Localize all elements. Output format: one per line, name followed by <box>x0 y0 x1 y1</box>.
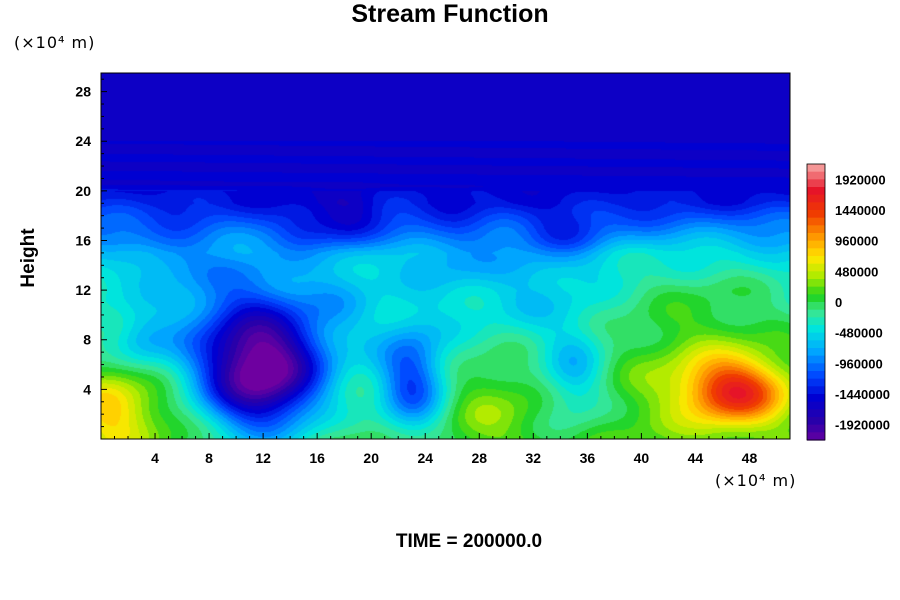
time-label: TIME = 200000.0 <box>395 531 543 552</box>
x-tick-label: 8 <box>205 450 213 466</box>
y-tick-label: 20 <box>75 183 91 199</box>
colorbar-tick-label: 960000 <box>835 234 878 249</box>
colorbar-band <box>807 279 825 288</box>
colorbar-band <box>807 409 825 418</box>
colorbar-band <box>807 332 825 341</box>
plot-frame <box>100 72 791 440</box>
colorbar-band <box>807 171 825 180</box>
x-tick-label: 12 <box>255 450 271 466</box>
colorbar-band <box>807 286 825 295</box>
colorbar-band <box>807 194 825 203</box>
colorbar-tick-label: 0 <box>835 295 842 310</box>
x-tick-label: 48 <box>742 450 758 466</box>
x-axis-unit: (×10⁴ m) <box>715 471 797 490</box>
colorbar-band <box>807 386 825 395</box>
y-tick-label: 16 <box>75 232 91 248</box>
colorbar-band <box>807 202 825 211</box>
colorbar-band <box>807 271 825 280</box>
colorbar-tick-label: -1920000 <box>835 418 890 433</box>
x-tick-label: 32 <box>526 450 542 466</box>
y-tick-label: 24 <box>75 133 91 149</box>
colorbar-band <box>807 424 825 433</box>
colorbar-band <box>807 164 825 173</box>
x-tick-label: 44 <box>688 450 704 466</box>
colorbar-band <box>807 371 825 380</box>
colorbar-band <box>807 348 825 357</box>
y-tick-label: 12 <box>75 282 91 298</box>
colorbar-band <box>807 240 825 249</box>
y-tick-label: 4 <box>83 381 91 397</box>
y-axis-unit: (×10⁴ m) <box>14 33 96 52</box>
colorbar-tick-label: 480000 <box>835 264 878 279</box>
y-axis: 4 8 12 16 20 24 28 <box>75 78 107 428</box>
colorbar-band <box>807 417 825 426</box>
colorbar-band <box>807 256 825 265</box>
colorbar-band <box>807 363 825 372</box>
colorbar-band <box>807 394 825 403</box>
x-tick-label: 28 <box>471 450 487 466</box>
colorbar-band <box>807 432 825 441</box>
colorbar-frame <box>806 163 826 441</box>
colorbar-band <box>807 179 825 188</box>
colorbar-band <box>807 340 825 349</box>
x-tick-label: 40 <box>634 450 650 466</box>
x-tick-label: 24 <box>417 450 433 466</box>
colorbar-band <box>807 325 825 334</box>
x-tick-label: 16 <box>309 450 325 466</box>
colorbar-tick-label: -1440000 <box>835 387 890 402</box>
colorbar: 1920000 1440000 960000 480000 0 -480000 -96000… <box>806 163 890 441</box>
colorbar-band <box>807 378 825 387</box>
colorbar-band <box>807 248 825 257</box>
stream-function-field <box>101 73 790 439</box>
colorbar-band <box>807 302 825 311</box>
colorbar-tick-label: -960000 <box>835 356 883 371</box>
colorbar-band <box>807 355 825 364</box>
colorbar-band <box>807 317 825 326</box>
x-axis: 4 8 12 16 20 24 28 32 36 40 44 48 <box>114 433 777 466</box>
chart-title: Stream Function <box>351 0 549 28</box>
x-tick-label: 4 <box>151 450 159 466</box>
colorbar-tick-label: 1920000 <box>835 172 886 187</box>
colorbar-band <box>807 309 825 318</box>
colorbar-band <box>807 263 825 272</box>
colorbar-band <box>807 217 825 226</box>
colorbar-tick-label: -480000 <box>835 326 883 341</box>
colorbar-band <box>807 401 825 410</box>
x-tick-label: 20 <box>363 450 379 466</box>
y-tick-label: 8 <box>83 332 91 348</box>
colorbar-band <box>807 233 825 242</box>
x-tick-label: 36 <box>580 450 596 466</box>
colorbar-band <box>807 294 825 303</box>
y-tick-label: 28 <box>75 84 91 100</box>
colorbar-band <box>807 187 825 196</box>
colorbar-tick-label: 1440000 <box>835 203 886 218</box>
colorbar-band <box>807 225 825 234</box>
colorbar-band <box>807 210 825 219</box>
